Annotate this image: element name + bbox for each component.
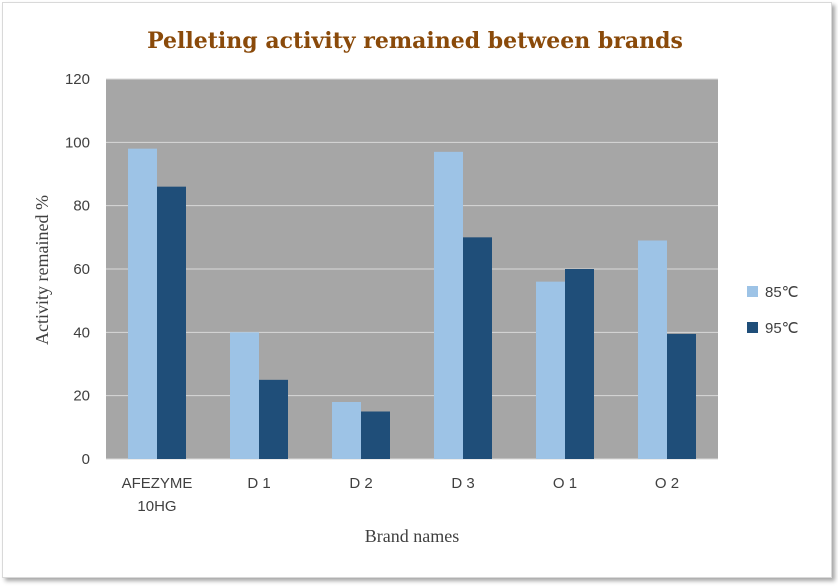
x-tick-label: D 1 — [247, 475, 270, 492]
bar-95c — [565, 269, 594, 459]
bar-85c — [230, 332, 259, 459]
chart-title: Pelleting activity remained between bran… — [147, 28, 683, 54]
bar-85c — [128, 148, 157, 459]
y-tick-label: 40 — [73, 324, 90, 341]
bar-85c — [536, 281, 565, 459]
bar-95c — [157, 186, 186, 459]
x-tick-label: D 3 — [451, 475, 474, 492]
y-tick-label: 60 — [73, 261, 90, 278]
bar-95c — [463, 237, 492, 459]
x-tick-label: O 2 — [655, 475, 679, 492]
legend-swatch — [747, 322, 758, 333]
bar-95c — [259, 379, 288, 459]
x-tick-label: AFEZYME — [122, 475, 193, 492]
y-axis-title: Activity remained % — [32, 195, 52, 345]
x-tick-label: 10HG — [137, 498, 176, 515]
legend-label: 95℃ — [765, 320, 799, 337]
y-tick-label: 80 — [73, 198, 90, 215]
bar-95c — [361, 411, 390, 459]
y-tick-label: 0 — [82, 451, 90, 468]
bar-85c — [332, 402, 361, 459]
y-tick-label: 120 — [65, 71, 90, 88]
x-tick-label: D 2 — [349, 475, 372, 492]
bar-85c — [434, 151, 463, 460]
x-tick-label: O 1 — [553, 475, 577, 492]
y-tick-label: 100 — [65, 134, 90, 151]
legend-swatch — [747, 286, 758, 297]
legend-label: 85℃ — [765, 284, 799, 301]
bar-85c — [638, 240, 667, 459]
y-tick-label: 20 — [73, 388, 90, 405]
bar-95c — [667, 333, 696, 459]
x-axis-title: Brand names — [365, 526, 459, 546]
